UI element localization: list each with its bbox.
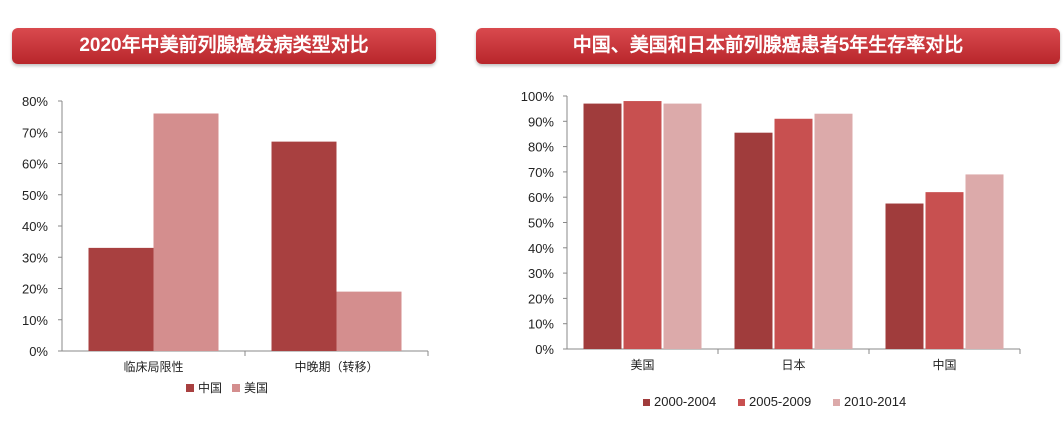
x-category-label: 美国: [630, 358, 654, 372]
y-tick-label: 80%: [22, 94, 48, 109]
chart-2: 0% 10% 20% 30% 40% 50% 60% 70% 80% 90% 100% 美国 日本 中国 2…: [521, 89, 1021, 409]
x-category-label: 日本: [781, 358, 805, 372]
y-tick-label: 100%: [521, 89, 555, 104]
y-tick-label: 30%: [528, 266, 554, 281]
y-tick-label: 0%: [535, 342, 554, 357]
legend-label: 美国: [244, 381, 268, 395]
legend-swatch: [738, 399, 745, 406]
bar-2010-2014-美国: [663, 103, 702, 349]
bar-2010-2014-中国: [965, 174, 1004, 349]
y-tick-label: 30%: [22, 250, 48, 265]
legend-label: 中国: [198, 380, 222, 395]
right-chart-title: 中国、美国和日本前列腺癌患者5年生存率对比: [476, 28, 1060, 64]
bar-2000-2004-中国: [885, 203, 924, 349]
bar-2005-2009-日本: [774, 118, 813, 350]
legend-swatch: [833, 399, 840, 406]
bar-中国-中晚期（转移）: [271, 141, 337, 351]
bar-中国-临床局限性: [88, 247, 154, 351]
legend-swatch: [186, 384, 194, 392]
y-tick-label: 50%: [22, 188, 48, 203]
y-tick-label: 10%: [22, 313, 48, 328]
bar-美国-临床局限性: [153, 113, 219, 351]
bar-2005-2009-美国: [623, 101, 662, 349]
bar-2000-2004-日本: [734, 132, 773, 349]
y-tick-label: 80%: [528, 140, 554, 155]
y-tick-label: 90%: [528, 114, 554, 129]
left-chart-title: 2020年中美前列腺癌发病类型对比: [12, 28, 436, 64]
y-tick-label: 40%: [528, 241, 554, 256]
y-tick-label: 50%: [528, 216, 554, 231]
bar-2000-2004-美国: [583, 103, 622, 349]
y-tick-label: 20%: [528, 291, 554, 306]
legend-label: 2000-2004: [654, 394, 716, 409]
x-category-label: 临床局限性: [123, 360, 183, 374]
y-tick-label: 60%: [22, 157, 48, 172]
y-tick-label: 20%: [22, 282, 48, 297]
legend-label: 2005-2009: [749, 394, 811, 409]
chart-1: 0% 10% 20% 30% 40% 50% 60% 70% 80% 临床局限性 中晚期（转移） 中国…: [22, 94, 429, 395]
legend-label: 2010-2014: [844, 394, 906, 409]
y-tick-label: 40%: [22, 219, 48, 234]
y-tick-label: 0%: [29, 344, 48, 359]
x-category-label: 中晚期（转移）: [294, 359, 378, 374]
y-tick-label: 60%: [528, 190, 554, 205]
y-tick-label: 10%: [528, 317, 554, 332]
y-tick-label: 70%: [22, 125, 48, 140]
bar-美国-中晚期（转移）: [336, 291, 402, 351]
bar-2010-2014-日本: [814, 113, 853, 350]
legend-swatch: [643, 399, 650, 406]
bar-2005-2009-中国: [925, 192, 964, 349]
x-category-label: 中国: [932, 357, 956, 372]
y-tick-label: 70%: [528, 165, 554, 180]
legend-swatch: [232, 384, 240, 392]
